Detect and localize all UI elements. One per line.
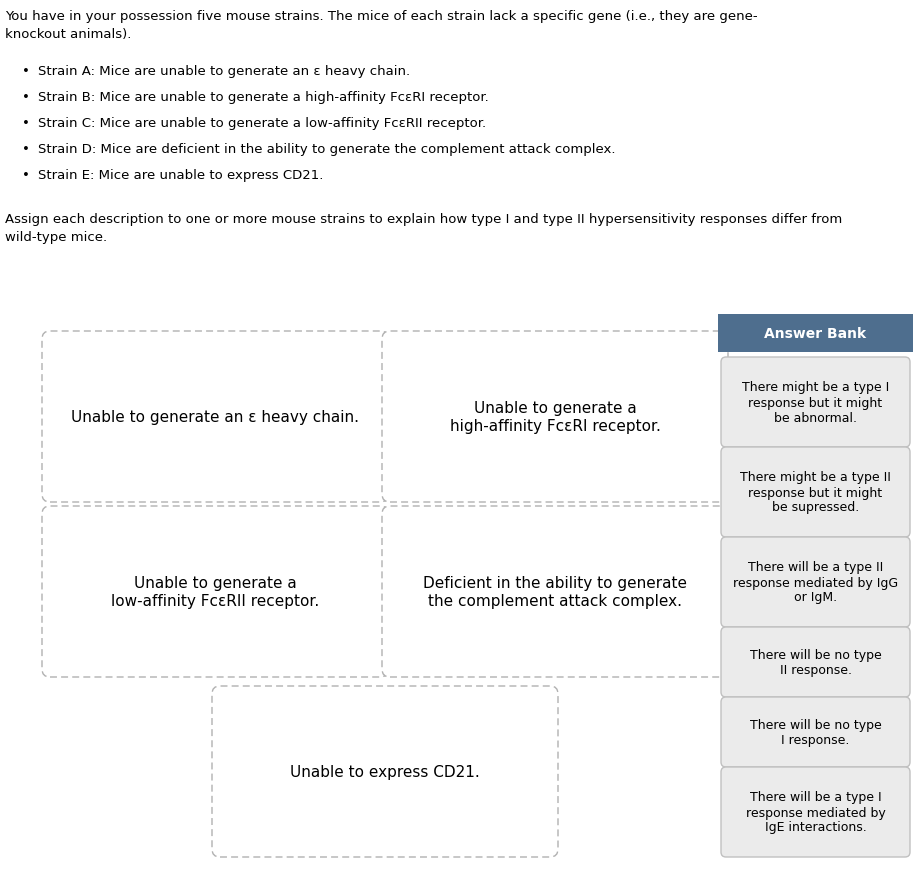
- Bar: [718, 315, 913, 353]
- Text: Unable to generate a
high-affinity FcεRI receptor.: Unable to generate a high-affinity FcεRI…: [449, 401, 660, 434]
- Text: There will be no type
II response.: There will be no type II response.: [749, 648, 881, 676]
- Text: Strain E: Mice are unable to express CD21.: Strain E: Mice are unable to express CD2…: [38, 169, 324, 182]
- Text: •: •: [22, 65, 30, 78]
- Text: •: •: [22, 116, 30, 129]
- Text: There will be no type
I response.: There will be no type I response.: [749, 718, 881, 746]
- Text: •: •: [22, 91, 30, 104]
- Text: There will be a type II
response mediated by IgG
or IgM.: There will be a type II response mediate…: [733, 561, 898, 604]
- Text: Strain C: Mice are unable to generate a low-affinity FcεRII receptor.: Strain C: Mice are unable to generate a …: [38, 116, 486, 129]
- Text: You have in your possession five mouse strains. The mice of each strain lack a s: You have in your possession five mouse s…: [5, 10, 757, 23]
- FancyBboxPatch shape: [721, 448, 910, 537]
- Text: Strain A: Mice are unable to generate an ε heavy chain.: Strain A: Mice are unable to generate an…: [38, 65, 410, 78]
- FancyBboxPatch shape: [721, 357, 910, 448]
- FancyBboxPatch shape: [721, 537, 910, 627]
- FancyBboxPatch shape: [42, 332, 388, 502]
- FancyBboxPatch shape: [721, 627, 910, 697]
- FancyBboxPatch shape: [212, 687, 558, 857]
- Text: knockout animals).: knockout animals).: [5, 28, 131, 41]
- Text: Assign each description to one or more mouse strains to explain how type I and t: Assign each description to one or more m…: [5, 213, 842, 226]
- FancyBboxPatch shape: [42, 507, 388, 677]
- Text: wild-type mice.: wild-type mice.: [5, 231, 107, 243]
- Text: •: •: [22, 143, 30, 156]
- Text: Answer Bank: Answer Bank: [765, 327, 867, 341]
- Text: Unable to generate an ε heavy chain.: Unable to generate an ε heavy chain.: [71, 409, 359, 425]
- Text: Unable to express CD21.: Unable to express CD21.: [290, 764, 480, 779]
- Text: There might be a type I
response but it might
be abnormal.: There might be a type I response but it …: [742, 381, 889, 424]
- Text: Strain B: Mice are unable to generate a high-affinity FcεRI receptor.: Strain B: Mice are unable to generate a …: [38, 91, 489, 104]
- Text: There will be a type I
response mediated by
IgE interactions.: There will be a type I response mediated…: [746, 791, 886, 833]
- Text: Unable to generate a
low-affinity FcεRII receptor.: Unable to generate a low-affinity FcεRII…: [111, 575, 319, 608]
- Text: There might be a type II
response but it might
be supressed.: There might be a type II response but it…: [740, 471, 891, 514]
- FancyBboxPatch shape: [382, 507, 728, 677]
- FancyBboxPatch shape: [382, 332, 728, 502]
- Text: •: •: [22, 169, 30, 182]
- FancyBboxPatch shape: [721, 767, 910, 857]
- Text: Deficient in the ability to generate
the complement attack complex.: Deficient in the ability to generate the…: [423, 575, 687, 608]
- Text: Strain D: Mice are deficient in the ability to generate the complement attack co: Strain D: Mice are deficient in the abil…: [38, 143, 615, 156]
- FancyBboxPatch shape: [721, 697, 910, 767]
